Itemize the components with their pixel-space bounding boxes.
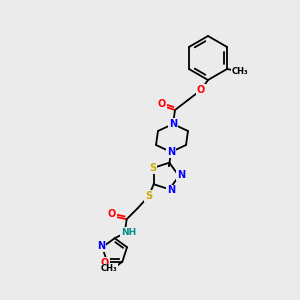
Text: S: S: [145, 191, 152, 201]
Text: N: N: [169, 119, 177, 129]
Text: N: N: [177, 170, 185, 180]
Text: N: N: [169, 119, 177, 129]
Text: N: N: [167, 185, 175, 195]
Text: O: O: [107, 209, 116, 219]
Text: CH₃: CH₃: [101, 264, 118, 273]
Text: O: O: [197, 85, 205, 95]
Text: N: N: [97, 241, 105, 251]
Text: NH: NH: [121, 228, 136, 237]
Text: CH₃: CH₃: [232, 68, 248, 76]
Text: O: O: [158, 99, 166, 109]
Text: S: S: [149, 163, 156, 173]
Text: O: O: [101, 258, 109, 268]
Text: N: N: [167, 147, 175, 157]
